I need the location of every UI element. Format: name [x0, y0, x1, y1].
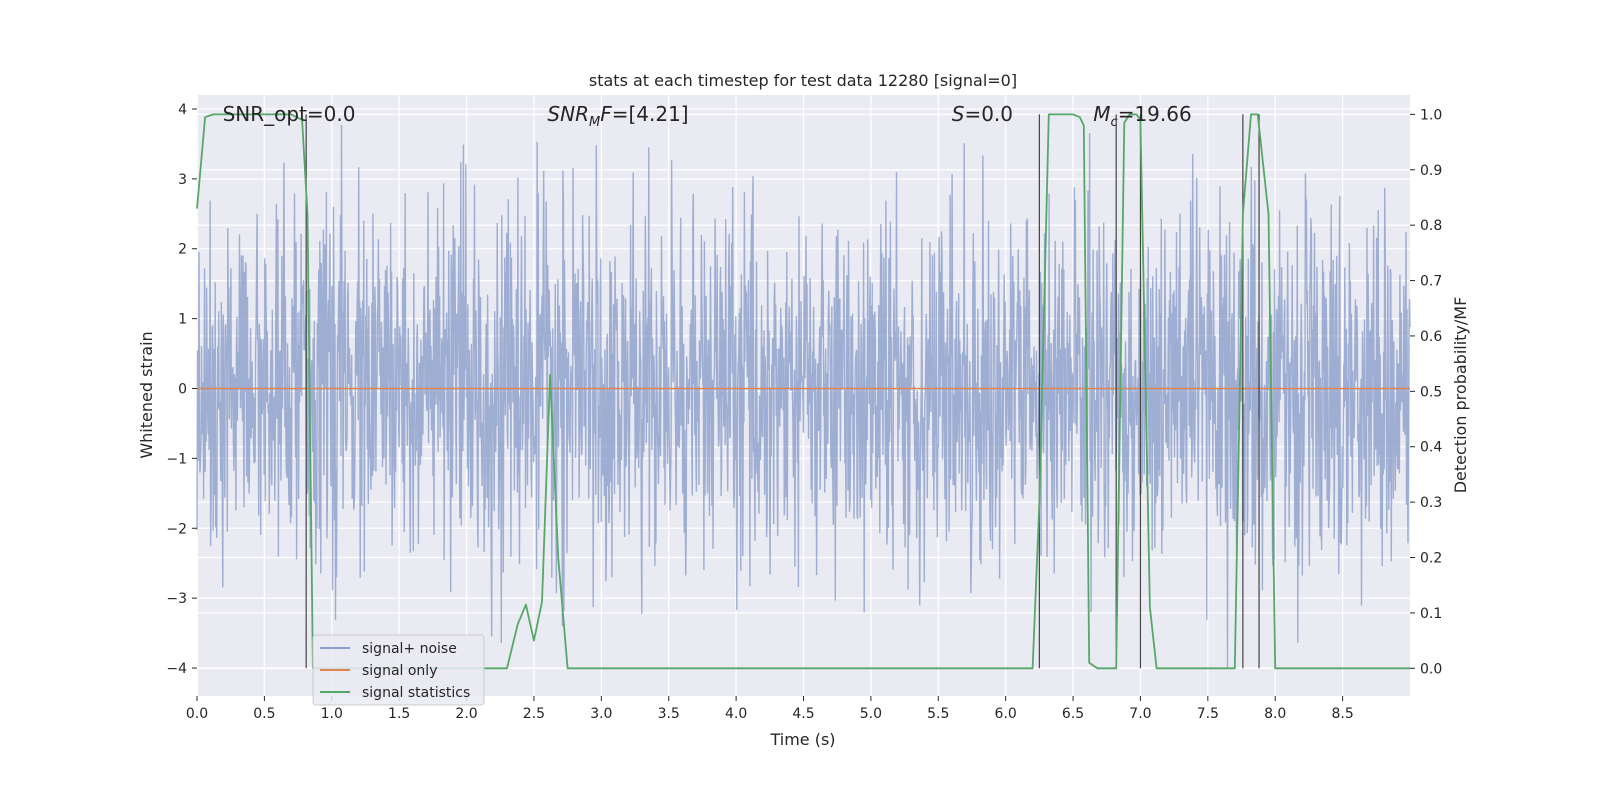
x-tick-label: 8.5 [1331, 706, 1353, 722]
y-tick-label-right: 0.3 [1420, 495, 1442, 511]
y-tick-label-right: 0.6 [1420, 329, 1442, 345]
x-tick-label: 7.5 [1197, 706, 1219, 722]
chart-title: stats at each timestep for test data 122… [589, 71, 1017, 90]
y-tick-label-left: 2 [178, 242, 187, 258]
y-axis-label-left: Whitened strain [137, 331, 156, 458]
annotations: SNR_opt=0.0 SNRMF=[4.21] S=0.0 Mc=19.66 [223, 102, 1192, 130]
x-tick-label: 5.0 [860, 706, 882, 722]
y-tick-label-right: 0.0 [1420, 661, 1442, 677]
x-tick-label: 4.5 [792, 706, 814, 722]
x-tick-label: 8.0 [1264, 706, 1286, 722]
y-tick-label-left: −4 [166, 661, 187, 677]
legend-label: signal statistics [362, 685, 470, 701]
noise-series [196, 124, 1411, 669]
y-tick-label-left: −3 [166, 591, 187, 607]
legend-label: signal only [362, 663, 437, 679]
legend-label: signal+ noise [362, 641, 457, 657]
x-tick-label: 6.0 [995, 706, 1017, 722]
signal-noise-line [196, 124, 1411, 669]
x-tick-label: 4.0 [725, 706, 747, 722]
x-tick-label: 3.0 [590, 706, 612, 722]
stat-annotation: S=0.0 [952, 102, 1013, 126]
x-tick-label: 6.5 [1062, 706, 1084, 722]
x-tick-label: 2.5 [523, 706, 545, 722]
axes: 0.0 0.5 1.0 1.5 2.0 2.5 3.0 3.5 4.0 4.5 5.0 5.5 6.0 6… [166, 102, 1442, 722]
legend: signal+ noise signal only signal statistic… [312, 634, 485, 706]
y-tick-label-right: 0.1 [1420, 606, 1442, 622]
x-tick-label: 3.5 [658, 706, 680, 722]
y-tick-label-left: −1 [166, 451, 187, 467]
y-tick-label-right: 0.2 [1420, 551, 1442, 567]
y-axis-label-right: Detection probability/MF [1451, 297, 1470, 494]
stat-annotation: Mc=19.66 [1093, 102, 1191, 130]
y-tick-label-left: 1 [178, 312, 187, 328]
y-tick-label-right: 0.9 [1420, 163, 1442, 179]
y-tick-label-left: −2 [166, 521, 187, 537]
y-tick-label-right: 0.4 [1420, 440, 1442, 456]
x-tick-label: 1.5 [388, 706, 410, 722]
y-tick-label-left: 3 [178, 172, 187, 188]
x-tick-label: 5.5 [927, 706, 949, 722]
x-axis-label: Time (s) [769, 730, 835, 749]
x-tick-label: 0.0 [186, 706, 208, 722]
x-tick-label: 2.0 [455, 706, 477, 722]
y-tick-label-right: 1.0 [1420, 107, 1442, 123]
x-tick-label: 1.0 [321, 706, 343, 722]
legend-box [312, 634, 485, 706]
y-tick-label-left: 0 [178, 382, 187, 398]
stat-annotation: SNR_opt=0.0 [223, 102, 356, 126]
y-tick-label-left: 4 [178, 102, 187, 118]
y-tick-label-right: 0.7 [1420, 274, 1442, 290]
y-tick-label-right: 0.5 [1420, 384, 1442, 400]
x-tick-label: 7.0 [1129, 706, 1151, 722]
y-tick-label-right: 0.8 [1420, 218, 1442, 234]
stat-annotation: SNRMF=[4.21] [547, 102, 688, 130]
x-tick-label: 0.5 [253, 706, 275, 722]
